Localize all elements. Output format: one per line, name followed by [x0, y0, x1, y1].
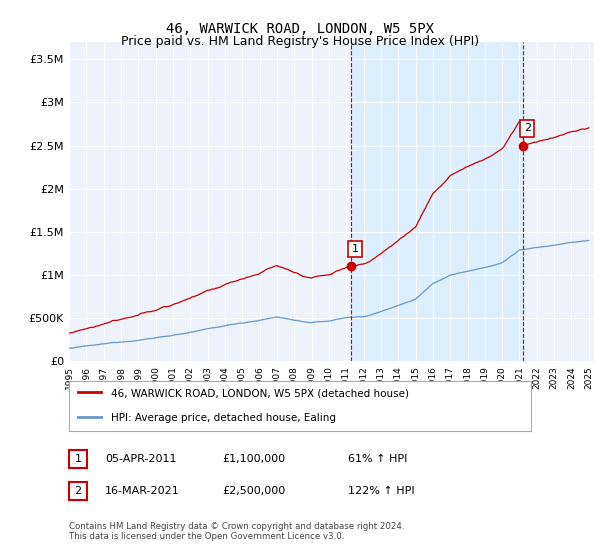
- Text: £2,500,000: £2,500,000: [222, 486, 285, 496]
- Text: £1,100,000: £1,100,000: [222, 454, 285, 464]
- Bar: [350, 42, 523, 361]
- Text: 61% ↑ HPI: 61% ↑ HPI: [348, 454, 407, 464]
- Text: 16-MAR-2021: 16-MAR-2021: [105, 486, 180, 496]
- Text: 05-APR-2011: 05-APR-2011: [105, 454, 176, 464]
- Text: 1: 1: [74, 454, 82, 464]
- Text: 46, WARWICK ROAD, LONDON, W5 5PX (detached house): 46, WARWICK ROAD, LONDON, W5 5PX (detach…: [110, 389, 409, 398]
- Text: 1: 1: [352, 244, 358, 254]
- Text: Contains HM Land Registry data © Crown copyright and database right 2024.
This d: Contains HM Land Registry data © Crown c…: [69, 522, 404, 542]
- Text: HPI: Average price, detached house, Ealing: HPI: Average price, detached house, Eali…: [110, 413, 335, 423]
- Text: 46, WARWICK ROAD, LONDON, W5 5PX: 46, WARWICK ROAD, LONDON, W5 5PX: [166, 22, 434, 36]
- Text: 2: 2: [524, 123, 531, 133]
- Text: 2: 2: [74, 486, 82, 496]
- Text: 122% ↑ HPI: 122% ↑ HPI: [348, 486, 415, 496]
- Text: Price paid vs. HM Land Registry's House Price Index (HPI): Price paid vs. HM Land Registry's House …: [121, 35, 479, 48]
